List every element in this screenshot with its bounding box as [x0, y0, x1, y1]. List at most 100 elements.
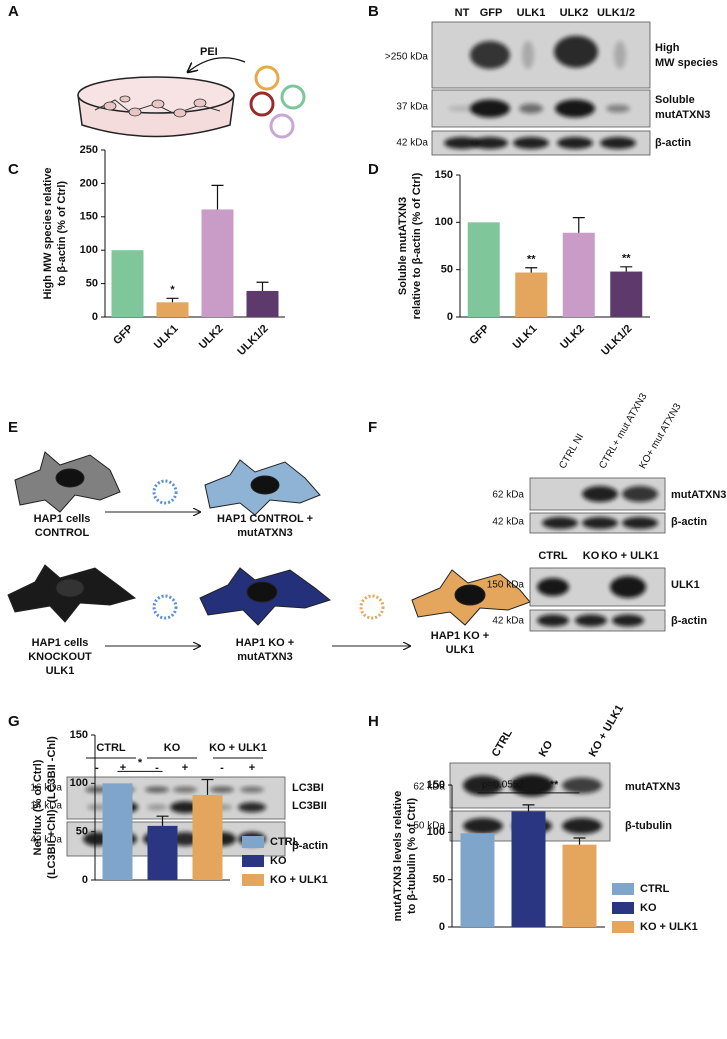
blot-band	[463, 818, 503, 834]
cell-label: HAP1 KO +	[236, 637, 294, 649]
blot-band	[582, 517, 618, 529]
error-bar	[620, 266, 633, 272]
panel-label: F	[368, 419, 377, 436]
marker-label: 14 kDa	[30, 801, 62, 812]
lane-label: KO+ mut ATXN3	[637, 401, 683, 470]
blot-band	[522, 41, 534, 69]
panel-label: A	[8, 3, 19, 20]
blot-band	[537, 578, 569, 596]
legend-label: KO + ULK1	[640, 921, 698, 933]
lane-label: KO + ULK1	[587, 703, 626, 759]
y-tick-label: 150	[80, 211, 98, 223]
blot-band	[210, 786, 234, 793]
legend-label: KO + ULK1	[270, 874, 328, 886]
group-label: KO + ULK1	[209, 742, 267, 754]
bar	[467, 222, 500, 317]
y-tick-label: 50	[76, 826, 88, 838]
legend-swatch	[612, 921, 634, 933]
legend-swatch	[242, 855, 264, 867]
legend-label: CTRL	[270, 836, 300, 848]
cell-label: HAP1 CONTROL +	[217, 513, 313, 525]
group-label: CTRL	[96, 742, 126, 754]
blot-band	[542, 517, 578, 529]
cell-label: CONTROL	[35, 527, 90, 539]
marker-label: 62 kDa	[492, 490, 524, 501]
lane-label: NT	[455, 7, 470, 19]
y-tick-label: 100	[70, 777, 88, 789]
lane-label: GFP	[480, 7, 503, 19]
panel-label: E	[8, 419, 18, 436]
panel-label: C	[8, 161, 19, 178]
y-tick-label: 50	[86, 278, 98, 290]
y-axis-label: Soluble mutATXN3	[397, 197, 409, 295]
band-label: β-tubulin	[625, 820, 672, 832]
blot-band	[444, 137, 480, 149]
lane-label: ULK1	[517, 7, 546, 19]
x-tick-label: GFP	[467, 323, 491, 347]
bar	[246, 290, 279, 317]
band-label: MW species	[655, 57, 718, 69]
band-label: β-actin	[655, 137, 691, 149]
treatment-label: +	[249, 762, 255, 774]
cell-label: ULK1	[46, 665, 75, 677]
marker-label: 37 kDa	[396, 102, 428, 113]
blot-band	[519, 103, 543, 114]
legend-swatch	[612, 902, 634, 914]
blot-band	[513, 137, 549, 149]
bar	[111, 250, 144, 317]
blot-band	[171, 832, 199, 846]
blot-band	[448, 105, 476, 112]
bar	[511, 811, 546, 927]
bar	[192, 794, 223, 880]
y-axis-label: to β-actin (% of Ctrl)	[56, 181, 68, 286]
bar	[562, 232, 595, 317]
y-axis-label: (LC3BII +Chl)- (LC3BII -Chl)	[46, 736, 58, 879]
bar	[460, 833, 495, 927]
blot-band	[610, 576, 646, 598]
significance: **	[527, 254, 536, 266]
bar	[147, 825, 178, 880]
treatment-label: -	[220, 762, 224, 774]
legend-label: KO	[270, 855, 287, 867]
bar	[201, 209, 234, 317]
y-tick-label: 250	[80, 144, 98, 156]
reagent-label: PEI	[200, 46, 218, 58]
cell-label: HAP1 cells	[34, 513, 91, 525]
y-tick-label: 100	[427, 826, 445, 838]
y-axis-label: mutATXN3 levels relative	[392, 791, 404, 922]
marker-label: 16 kDa	[30, 783, 62, 794]
y-tick-label: 100	[435, 216, 453, 228]
y-tick-label: 150	[70, 729, 88, 741]
blot-band	[173, 786, 197, 793]
blot-band	[470, 41, 510, 69]
x-tick-label: ULK2	[197, 323, 226, 352]
blot-band	[606, 104, 630, 113]
significance: **	[550, 779, 559, 791]
significance: *	[170, 284, 175, 296]
group-label: KO	[164, 742, 181, 754]
x-tick-label: ULK1/2	[235, 323, 270, 358]
marker-label: >250 kDa	[385, 52, 429, 63]
blot-band	[510, 774, 554, 797]
significance: **	[622, 253, 631, 265]
marker-label: 42 kDa	[492, 616, 524, 627]
bar	[610, 271, 643, 317]
treatment-label: +	[182, 762, 188, 774]
band-label: LC3BII	[292, 800, 327, 812]
marker-label: 42 kDa	[396, 138, 428, 149]
blot-band	[562, 818, 602, 834]
band-label: mutATXN3	[655, 109, 710, 121]
blot-band	[147, 804, 167, 811]
cell-label: HAP1 cells	[32, 637, 89, 649]
band-label: Soluble	[655, 94, 695, 106]
blot-strip	[431, 21, 651, 89]
panel-label: D	[368, 161, 379, 178]
lane-label: CTRL	[490, 727, 515, 759]
significance: *	[138, 757, 143, 769]
band-label: mutATXN3	[625, 781, 680, 793]
x-tick-label: ULK1	[511, 323, 540, 352]
band-label: mutATXN3	[671, 489, 726, 501]
legend-swatch	[242, 874, 264, 886]
marker-label: 150 kDa	[487, 580, 525, 591]
blot-band	[537, 614, 569, 627]
